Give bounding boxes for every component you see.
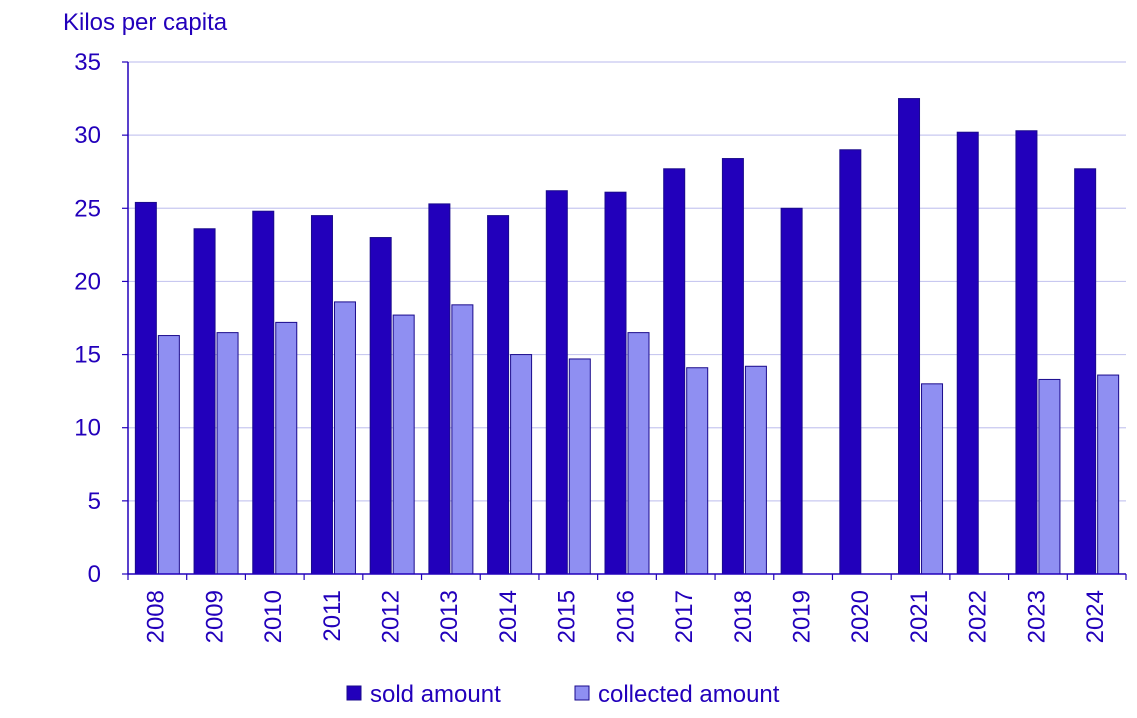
bar-sold-2017 <box>663 168 686 575</box>
bar-sold-2015 <box>545 190 568 575</box>
bar-collected-2009 <box>216 332 239 575</box>
x-tick-label: 2008 <box>143 590 170 643</box>
legend-swatch-sold <box>346 685 362 701</box>
legend-swatch-collected <box>574 685 590 701</box>
bar-collected-2023 <box>1038 378 1061 575</box>
y-tick-label: 35 <box>74 49 101 76</box>
x-tick-label: 2015 <box>554 590 581 643</box>
axes <box>127 62 1126 575</box>
legend-label-sold: sold amount <box>370 681 501 708</box>
bar-collected-2008 <box>157 335 180 575</box>
x-tick-label: 2016 <box>612 590 639 643</box>
x-tick-label: 2013 <box>436 590 463 643</box>
x-tick-label: 2012 <box>378 590 405 643</box>
y-tick-label: 0 <box>88 561 101 588</box>
x-tick-label: 2011 <box>319 590 346 642</box>
x-tick-label: 2018 <box>730 590 757 643</box>
bar-sold-2020 <box>839 149 862 575</box>
bar-collected-2011 <box>333 301 356 575</box>
x-ticks: 2008 2009 2010 2011 2012 2013 2014 2015 2016 2017… <box>127 574 1127 643</box>
bar-collected-2021 <box>921 383 944 575</box>
bar-sold-2021 <box>898 98 921 575</box>
bar-collected-2010 <box>275 321 298 575</box>
bar-collected-2024 <box>1097 374 1120 575</box>
bar-sold-2010 <box>252 210 275 575</box>
bar-sold-2016 <box>604 191 627 575</box>
legend-label-collected: collected amount <box>598 681 780 708</box>
y-tick-label: 25 <box>74 195 101 222</box>
bar-collected-2016 <box>627 332 650 575</box>
bar-sold-2008 <box>134 201 157 575</box>
bar-collected-2013 <box>451 304 474 575</box>
x-tick-label: 2022 <box>965 590 992 643</box>
bar-collected-2015 <box>568 358 591 575</box>
x-tick-label: 2009 <box>201 590 228 643</box>
x-tick-label: 2019 <box>788 590 815 643</box>
bar-collected-2012 <box>392 314 415 575</box>
bar-sold-2013 <box>428 203 451 575</box>
x-tick-label: 2010 <box>260 590 287 643</box>
bar-collected-2018 <box>744 365 767 575</box>
bar-sold-2019 <box>780 207 803 575</box>
y-tick-label: 5 <box>88 488 101 515</box>
y-tick-label: 20 <box>74 268 101 295</box>
x-tick-label: 2021 <box>906 590 933 643</box>
y-tick-label: 10 <box>74 415 101 442</box>
bar-collected-2014 <box>510 354 533 575</box>
legend: sold amount collected amount <box>346 681 780 708</box>
x-tick-label: 2020 <box>847 590 874 643</box>
bar-sold-2023 <box>1015 130 1038 575</box>
y-ticks: 0 5 10 15 20 25 30 35 <box>74 49 128 588</box>
y-axis-title: Kilos per capita <box>63 9 228 36</box>
bars <box>134 98 1120 575</box>
y-tick-label: 15 <box>74 342 101 369</box>
y-tick-label: 30 <box>74 122 101 149</box>
x-tick-label: 2017 <box>671 590 698 643</box>
x-tick-label: 2024 <box>1082 590 1109 643</box>
bar-sold-2012 <box>369 237 392 575</box>
bar-sold-2009 <box>193 228 216 575</box>
x-tick-label: 2023 <box>1023 590 1050 643</box>
bar-sold-2011 <box>310 215 333 575</box>
bar-sold-2018 <box>721 158 744 575</box>
x-tick-label: 2014 <box>495 590 522 643</box>
bar-sold-2014 <box>487 215 510 575</box>
bar-sold-2022 <box>956 131 979 575</box>
bar-collected-2017 <box>686 367 709 575</box>
bar-sold-2024 <box>1074 168 1097 575</box>
